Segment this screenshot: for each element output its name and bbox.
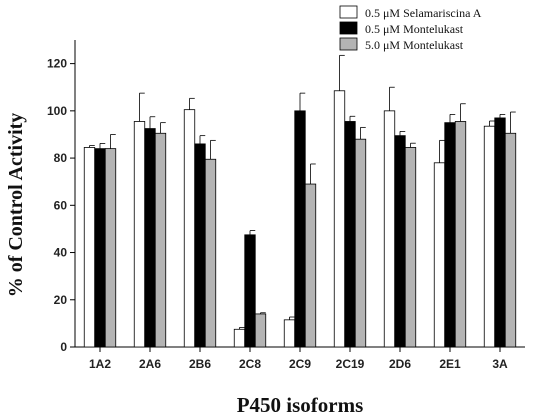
bar (484, 126, 495, 347)
bar (455, 121, 466, 347)
bar (434, 163, 445, 347)
legend-label: 0.5 μM Montelukast (365, 22, 464, 36)
bars (84, 55, 516, 347)
bar (184, 110, 195, 347)
y-tick-label: 80 (54, 151, 68, 165)
y-tick-label: 0 (60, 340, 67, 354)
x-tick-label: 2C9 (289, 357, 311, 371)
x-tick-label: 2A6 (139, 357, 161, 371)
x-tick-label: 2B6 (189, 357, 211, 371)
legend-swatch (340, 6, 357, 18)
x-tick-label: 1A2 (89, 357, 111, 371)
bar (245, 235, 256, 347)
bar (405, 147, 416, 347)
bar (334, 91, 345, 347)
bar (495, 118, 506, 347)
bar (145, 129, 156, 347)
bar (205, 159, 216, 347)
y-tick-label: 40 (54, 246, 68, 260)
x-tick-label: 2E1 (439, 357, 461, 371)
y-axis-title: % of Control Activity (5, 113, 27, 298)
x-axis-title: P450 isoforms (237, 393, 364, 417)
bar (255, 314, 266, 347)
legend: 0.5 μM Selamariscina A 0.5 μM Montelukast… (340, 6, 482, 52)
legend-label: 0.5 μM Selamariscina A (365, 6, 482, 20)
bar (155, 133, 166, 347)
bar (195, 144, 206, 347)
bar (355, 139, 366, 347)
y-axis: 0 20 40 60 80 100 120 (47, 40, 75, 354)
bar (384, 111, 395, 347)
y-tick-label: 120 (47, 57, 67, 71)
bar (234, 329, 245, 347)
bar (505, 133, 516, 347)
bar (105, 149, 116, 347)
bar (445, 123, 456, 347)
bar (95, 149, 106, 347)
bar (295, 111, 306, 347)
bar (305, 184, 316, 347)
bar (134, 121, 145, 347)
legend-swatch (340, 38, 357, 50)
x-axis: 1A2 2A6 2B6 2C8 2C9 2C19 2D6 2E1 3A (75, 347, 525, 371)
y-tick-label: 20 (54, 293, 68, 307)
bar (345, 121, 356, 347)
bar (395, 136, 406, 347)
legend-swatch (340, 22, 357, 34)
y-tick-label: 100 (47, 104, 67, 118)
bar (84, 147, 95, 347)
y-tick-label: 60 (54, 198, 68, 212)
legend-label: 5.0 μM Montelukast (365, 38, 464, 52)
x-tick-label: 2C19 (336, 357, 365, 371)
x-tick-label: 2C8 (239, 357, 261, 371)
x-tick-label: 2D6 (389, 357, 411, 371)
bar (284, 320, 295, 347)
x-tick-label: 3A (492, 357, 508, 371)
